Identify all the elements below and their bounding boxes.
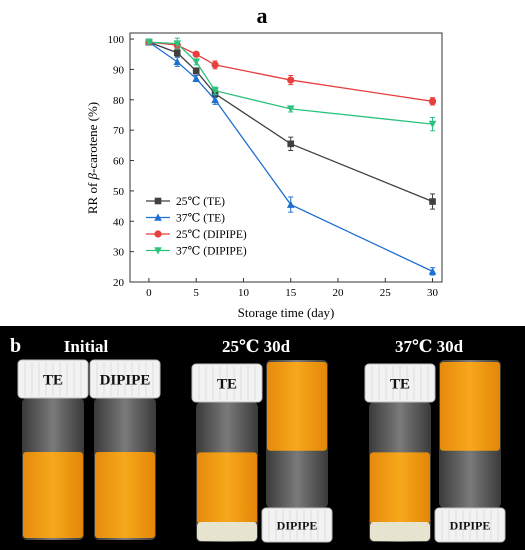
plot-frame [129, 32, 443, 283]
y-tick-label: 20 [113, 277, 125, 289]
series [145, 37, 437, 276]
axes: 0 5 10 15 20 25 30 20 30 40 50 60 70 80 90 100 [108, 34, 439, 299]
inverted-vial: DIPIPE [261, 360, 333, 543]
legend-marker [154, 213, 162, 221]
series-1 [145, 38, 436, 210]
data-point [192, 58, 200, 66]
legend-marker [154, 230, 162, 238]
data-point [211, 61, 219, 69]
upright-vial: TE [364, 363, 436, 542]
line-chart: a 0 5 10 15 20 25 30 20 30 40 50 60 70 80 90 100 Storag… [85, 3, 443, 320]
legend: 25℃ (TE) 37℃ (TE) 25℃ (DIPIPE) 37℃ (DIPIPE) [146, 196, 247, 258]
vial-cap: DIPIPE [261, 507, 333, 543]
data-point [429, 198, 436, 205]
legend-item: 37℃ (DIPIPE) [146, 246, 247, 258]
y-tick-label: 50 [113, 186, 125, 198]
x-tick-label: 20 [333, 287, 345, 299]
legend-label: 37℃ (DIPIPE) [176, 246, 247, 258]
data-point [286, 105, 295, 113]
photo-group-2: 25℃ 30d TE DIPIPE [191, 337, 333, 543]
series-4 [145, 37, 437, 132]
x-tick-label: 0 [146, 287, 152, 299]
legend-item: 25℃ (DIPIPE) [146, 229, 247, 241]
sediment [370, 522, 430, 541]
upright-vial: TE [191, 363, 263, 542]
photo-group-3: 37℃ 30d TE DIPIPE [364, 337, 506, 543]
y-tick-label: 80 [113, 95, 125, 107]
vial-label: TE [43, 372, 63, 388]
y-tick-label: 100 [108, 34, 125, 46]
vial-label: DIPIPE [277, 518, 318, 532]
upright-vial: TE [17, 359, 89, 540]
data-point [192, 74, 200, 82]
y-tick-label: 30 [113, 247, 125, 259]
data-point [192, 67, 200, 75]
y-tick-label: 40 [113, 216, 125, 228]
legend-label: 37℃ (TE) [176, 213, 225, 225]
x-tick-label: 15 [285, 287, 297, 299]
x-axis-label: Storage time (day) [238, 305, 335, 320]
data-point [173, 49, 181, 57]
series-line [148, 41, 433, 203]
data-point [428, 97, 437, 105]
vial-label: DIPIPE [450, 518, 491, 532]
series-2 [145, 38, 437, 276]
data-point [428, 267, 437, 275]
x-tick-label: 25 [380, 287, 392, 299]
data-point [145, 38, 153, 47]
y-tick-label: 60 [113, 156, 125, 168]
legend-item: 37℃ (TE) [146, 213, 225, 225]
vial-label: DIPIPE [100, 372, 151, 388]
inverted-vial: DIPIPE [434, 360, 506, 543]
data-point [173, 57, 182, 66]
sediment [197, 522, 257, 541]
vial-label: TE [217, 376, 237, 392]
y-tick-label: 70 [113, 125, 125, 137]
data-point [211, 95, 219, 104]
vial-cap: DIPIPE [89, 359, 161, 399]
series-line [148, 41, 433, 272]
photo-group-title: 25℃ 30d [222, 337, 291, 356]
x-tick-label: 5 [193, 287, 199, 299]
legend-marker [154, 247, 162, 255]
orange-content [23, 451, 83, 538]
legend-label: 25℃ (DIPIPE) [176, 229, 247, 241]
photo-group-title: Initial [64, 337, 109, 356]
x-tick-label: 10 [238, 287, 250, 299]
legend-item: 25℃ (TE) [146, 196, 225, 208]
y-tick-label: 90 [113, 64, 125, 76]
data-point [287, 140, 295, 148]
orange-content [95, 451, 155, 538]
series-line [148, 41, 433, 102]
vial-cap: TE [17, 359, 89, 399]
data-point [192, 50, 200, 58]
legend-marker [154, 197, 162, 205]
data-point [287, 76, 295, 84]
data-point [286, 200, 295, 208]
data-point [428, 120, 437, 129]
y-axis-label: RR of β-carotene (%) [85, 102, 100, 214]
vial-cap: TE [364, 363, 436, 403]
orange-content [197, 452, 257, 524]
legend-label: 25℃ (TE) [176, 196, 225, 208]
upright-vial: DIPIPE [89, 359, 161, 540]
orange-content [267, 362, 327, 451]
vial-cap: TE [191, 363, 263, 403]
data-point [173, 40, 182, 48]
vial-label: TE [390, 376, 410, 392]
data-point [211, 87, 219, 95]
panel-b-label: b [10, 335, 21, 357]
orange-content [440, 362, 500, 451]
orange-content [370, 452, 430, 524]
x-tick-label: 30 [427, 287, 439, 299]
series-line [148, 41, 433, 125]
vial-cap: DIPIPE [434, 507, 506, 543]
photo-group-title: 37℃ 30d [395, 337, 464, 356]
panel-a-label: a [257, 3, 268, 28]
